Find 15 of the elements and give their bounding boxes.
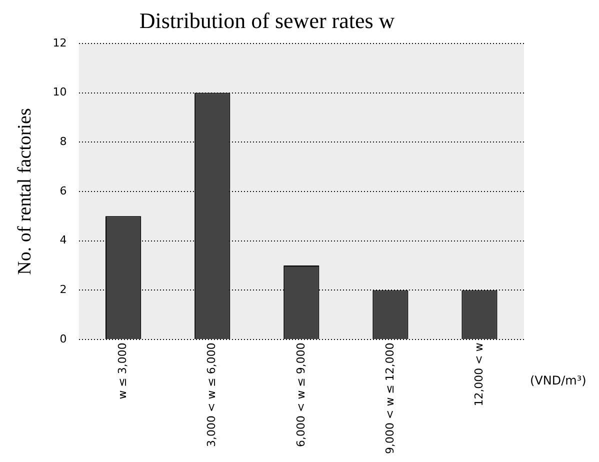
- x-tick-label: 9,000 < w ≤ 12,000: [383, 342, 396, 454]
- y-tick-label: 0: [60, 332, 67, 346]
- y-axis-title: No. of rental factories: [14, 108, 36, 275]
- y-tick-label: 2: [60, 283, 67, 296]
- y-tick-label: 10: [52, 86, 67, 99]
- x-tick-label: 12,000 < w: [472, 342, 486, 406]
- y-tick-label: 6: [60, 184, 67, 198]
- x-tick-label: w ≤ 3,000: [116, 342, 130, 400]
- y-tick-label: 8: [60, 134, 67, 148]
- y-tick-label: 4: [60, 234, 67, 247]
- x-tick-label: 3,000 < w ≤ 6,000: [205, 342, 218, 448]
- x-tick-label: 6,000 < w ≤ 9,000: [294, 342, 308, 448]
- chart-title: Distribution of sewer rates w: [139, 8, 395, 33]
- y-tick-label: 12: [52, 36, 67, 50]
- x-axis-title: (VND/m³): [530, 374, 586, 388]
